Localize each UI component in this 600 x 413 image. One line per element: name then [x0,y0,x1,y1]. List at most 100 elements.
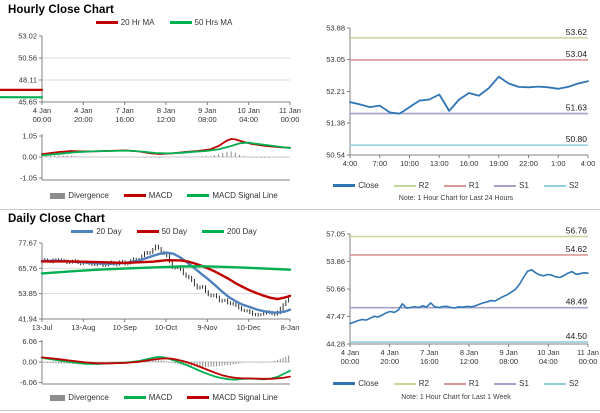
h24-legend: Close R2 R1 S1 S2 [322,181,590,190]
macd-line [41,355,291,381]
hourly-macd-chart: 1.05 0.00 -1.05 [20,132,291,183]
legend-swatch [123,193,146,198]
svg-text:08:00: 08:00 [499,357,518,366]
section-divider [0,410,600,411]
svg-text:20:00: 20:00 [380,357,399,366]
legend-label: Close [358,379,379,388]
legend-label: S1 [519,181,529,190]
close-line [349,268,589,325]
h24-note: Note: 1 Hour Chart for Last 24 Hours [398,195,514,202]
svg-text:9 Jan: 9 Jan [198,106,216,115]
svg-text:00:00: 00:00 [281,115,300,124]
legend-label: 50 Day [161,227,187,236]
series-20 Day [40,251,292,314]
legend-label: R2 [418,379,429,388]
legend-label: S1 [519,379,529,388]
daily-macd-legend: Divergence MACD MACD Signal Line [30,393,298,402]
svg-text:50.80: 50.80 [566,134,588,144]
svg-text:22:00: 22:00 [519,159,538,168]
svg-text:8-Jan: 8-Jan [281,323,300,332]
svg-text:12:00: 12:00 [460,357,479,366]
svg-text:41.94: 41.94 [18,315,37,324]
svg-text:-6.06: -6.06 [20,378,37,387]
svg-text:7 Jan: 7 Jan [420,348,438,357]
legend-item-s1: S1 [494,181,529,190]
section-divider [0,209,600,210]
svg-text:56.76: 56.76 [566,225,588,235]
legend-swatch [50,192,66,199]
svg-text:57.05: 57.05 [326,230,345,239]
legend-label: Close [358,181,379,190]
svg-text:8 Jan: 8 Jan [460,348,478,357]
legend-swatch [393,184,416,187]
svg-text:0.00: 0.00 [22,153,37,162]
svg-text:10 Jan: 10 Jan [237,106,260,115]
week-note: Note: 1 Hour Chart for Last 1 Week [401,394,511,401]
svg-text:7 Jan: 7 Jan [115,106,133,115]
svg-text:-1.05: -1.05 [20,174,37,183]
legend-item-r2: R2 [393,379,429,388]
legend-swatch [494,184,517,187]
legend-label: S2 [568,379,579,388]
legend-label: 20 Hr MA [120,18,155,27]
svg-text:44.50: 44.50 [566,331,588,341]
svg-text:48.11: 48.11 [19,75,37,84]
legend-item-divergence: Divergence [50,393,109,402]
svg-text:8 Jan: 8 Jan [157,106,175,115]
legend-item-macd: MACD [123,393,173,402]
legend-item-20-day: 20 Day [71,227,122,236]
svg-text:00:00: 00:00 [33,115,52,124]
svg-text:1:00: 1:00 [551,159,566,168]
legend-label: MACD Signal Line [212,191,278,200]
legend-swatch [50,394,66,401]
divergence-bars [41,151,291,158]
legend-item-200-day: 200 Day [201,227,257,236]
svg-text:51.63: 51.63 [566,103,588,113]
svg-text:45.65: 45.65 [18,98,37,107]
svg-text:20:00: 20:00 [74,115,93,124]
svg-text:0.00: 0.00 [22,358,37,367]
legend-label: R2 [418,181,429,190]
svg-text:4:00: 4:00 [343,159,358,168]
svg-text:4 Jan: 4 Jan [33,106,51,115]
legend-swatch [95,20,118,25]
week-legend: Close R2 R1 S1 S2 [322,379,590,388]
svg-text:53.05: 53.05 [326,55,345,64]
legend-item-r1: R1 [443,181,479,190]
svg-text:10-Oct: 10-Oct [155,323,178,332]
daily-macd-chart: 6.06 0.00 -6.06 [20,337,291,387]
legend-swatch [543,382,566,385]
legend-swatch [494,382,517,385]
svg-text:65.76: 65.76 [18,264,37,273]
legend-swatch [123,395,146,400]
legend-label: MACD [148,393,173,402]
pivot-levels: 53.62 53.04 51.63 50.80 [350,27,588,146]
svg-text:16:00: 16:00 [460,159,479,168]
series-50 Day [40,259,292,301]
hourly-chart-title: Hourly Close Chart [8,4,114,16]
svg-text:44.28: 44.28 [326,340,345,349]
legend-label: 20 Day [96,227,122,236]
svg-text:16:00: 16:00 [420,357,439,366]
legend-item-r2: R2 [393,181,429,190]
daily-ma-legend: 20 Day 50 Day 200 Day [30,227,298,236]
series-200 Day [40,265,292,275]
svg-text:04:00: 04:00 [239,115,258,124]
legend-swatch [201,229,224,234]
svg-text:10:00: 10:00 [400,159,419,168]
legend-swatch [169,20,192,25]
daily-chart-title: Daily Close Chart [8,213,105,225]
svg-text:13-Jul: 13-Jul [32,323,53,332]
svg-text:53.85: 53.85 [18,289,37,298]
legend-label: MACD [148,191,173,200]
legend-item-s2: S2 [543,379,579,388]
daily-macd-plot: 6.06 0.00 -6.06 [20,337,291,387]
legend-item-s2: S2 [543,181,579,190]
legend-swatch [187,193,210,198]
signal-line [41,141,291,157]
